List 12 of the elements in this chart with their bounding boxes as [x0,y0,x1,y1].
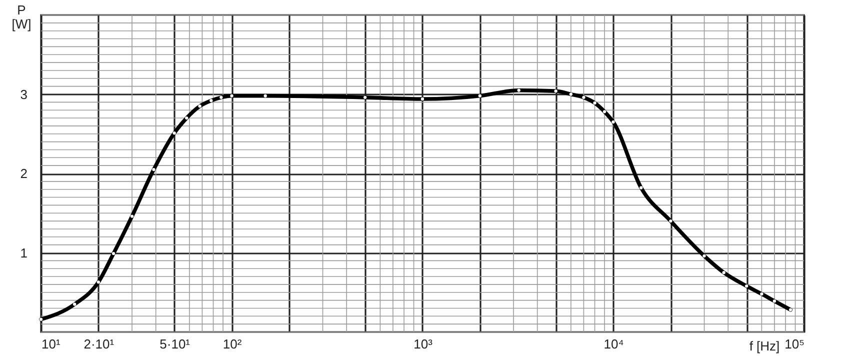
x-tick-label: 10² [222,336,242,352]
x-tick-label: 2·10¹ [84,336,115,352]
x-axis-title: f [Hz] [749,338,780,354]
x-tick-label: 10¹ [42,336,61,352]
y-tick-label: 3 [20,86,28,102]
y-axis-title: P [W] [12,2,32,32]
y-tick-label: 2 [20,166,28,181]
x-tick-label: 10³ [414,336,434,352]
x-tick-label: 5·10¹ [160,336,191,352]
x-tick-label: 10⁵ [784,336,804,352]
x-tick-label: 10⁴ [604,336,624,352]
y-tick-label: 1 [20,245,28,260]
